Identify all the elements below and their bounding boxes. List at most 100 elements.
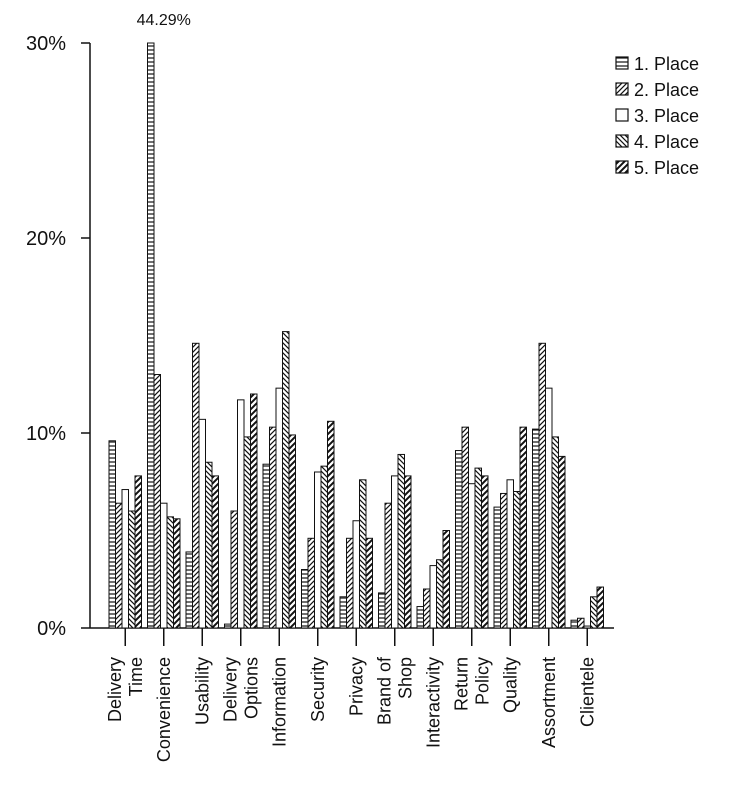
category-label: Privacy xyxy=(346,657,366,716)
bar-3-place xyxy=(583,625,591,629)
bar-5-place xyxy=(519,426,527,629)
bar-4-place xyxy=(320,465,328,629)
category-label: Policy xyxy=(472,657,492,705)
category-label: Interactivity xyxy=(423,657,443,748)
category-label: Delivery xyxy=(220,657,240,722)
category-label: Return xyxy=(451,657,471,711)
bar-2-place xyxy=(346,537,354,629)
bar-1-place xyxy=(493,506,501,629)
bar-4-place xyxy=(359,479,367,629)
category-label: Delivery xyxy=(105,657,125,722)
bar-2-place xyxy=(269,426,277,629)
bar-3-place xyxy=(121,489,129,629)
bar-3-place xyxy=(352,520,360,629)
bar-5-place xyxy=(442,530,450,629)
y-tick-label: 0% xyxy=(37,618,66,640)
bar-2-place xyxy=(423,588,431,629)
bar-3-place xyxy=(275,387,283,629)
bar-5-place xyxy=(288,434,296,629)
bar-2-place xyxy=(192,342,200,629)
bar-3-place xyxy=(391,475,399,629)
bar-2-place xyxy=(461,426,469,629)
bar-5-place xyxy=(558,455,566,629)
bar-3-place xyxy=(429,565,437,629)
bar-5-place xyxy=(173,518,181,629)
legend-swatch xyxy=(615,108,629,122)
legend-label: 1. Place xyxy=(634,54,699,74)
bar-3-place xyxy=(160,502,168,629)
bar-1-place xyxy=(185,551,193,629)
legend-swatch xyxy=(615,56,629,70)
annotations: 44.29% xyxy=(137,12,191,29)
category-label: Options xyxy=(241,657,261,719)
bar-4-place xyxy=(128,510,136,629)
legend-swatch xyxy=(615,82,629,96)
bar-5-place xyxy=(404,475,412,629)
bar-2-place xyxy=(115,502,123,629)
value-annotation: 44.29% xyxy=(137,12,191,29)
bar-2-place xyxy=(307,537,315,629)
bar-3-place xyxy=(506,479,514,629)
bar-1-place xyxy=(262,463,270,629)
bar-3-place xyxy=(314,471,322,629)
bar-1-place xyxy=(224,623,232,629)
bar-4-place xyxy=(474,467,482,629)
category-label: Brand of xyxy=(374,656,394,725)
bar-5-place xyxy=(211,475,219,629)
bar-1-place xyxy=(147,42,155,629)
y-tick-label: 20% xyxy=(26,228,66,250)
category-label: Assortment xyxy=(539,657,559,748)
bar-1-place xyxy=(339,596,347,629)
category-label: Information xyxy=(269,657,289,747)
bar-4-place xyxy=(166,516,174,629)
bar-2-place xyxy=(577,617,585,629)
bar-4-place xyxy=(551,436,559,629)
category-label: Usability xyxy=(192,657,212,725)
category-label: Quality xyxy=(500,657,520,713)
legend-label: 5. Place xyxy=(634,158,699,178)
bar-1-place xyxy=(416,606,424,629)
bar-5-place xyxy=(250,393,258,629)
bar-5-place xyxy=(134,475,142,629)
category-label: Security xyxy=(308,657,328,722)
bar-4-place xyxy=(397,453,405,629)
bar-1-place xyxy=(378,592,386,629)
bar-1-place xyxy=(570,619,578,629)
category-labels: Delivery Time Convenience Usability Delivery… xyxy=(105,656,598,762)
y-tick-label: 30% xyxy=(26,33,66,55)
bar-3-place xyxy=(468,483,476,629)
bar-1-place xyxy=(301,569,309,629)
legend-label: 4. Place xyxy=(634,132,699,152)
bar-5-place xyxy=(327,420,335,629)
bar-4-place xyxy=(282,331,290,629)
bar-2-place xyxy=(500,492,508,629)
bar-1-place xyxy=(108,440,116,629)
bar-2-place xyxy=(153,374,161,629)
bar-3-place xyxy=(545,387,553,629)
bar-4-place xyxy=(513,491,521,629)
bar-1-place xyxy=(532,428,540,629)
bar-5-place xyxy=(481,475,489,629)
bars xyxy=(108,42,604,629)
bar-2-place xyxy=(230,510,238,629)
bar-4-place xyxy=(205,461,213,629)
bar-4-place xyxy=(243,436,251,629)
legend-label: 3. Place xyxy=(634,106,699,126)
legend: 1. Place 2. Place 3. Place 4. Place 5. Place xyxy=(615,54,699,178)
bar-2-place xyxy=(538,342,546,629)
category-label: Clientele xyxy=(577,657,597,727)
bar-3-place xyxy=(198,418,206,629)
bar-4-place xyxy=(436,559,444,629)
bar-1-place xyxy=(455,450,463,629)
category-label: Convenience xyxy=(154,657,174,762)
legend-label: 2. Place xyxy=(634,80,699,100)
bar-4-place xyxy=(590,596,598,629)
bar-2-place xyxy=(384,502,392,629)
y-tick-label: 10% xyxy=(26,423,66,445)
bar-3-place xyxy=(237,399,245,629)
bar-5-place xyxy=(596,586,604,629)
category-label: Time xyxy=(126,657,146,696)
bar-5-place xyxy=(365,537,373,629)
legend-swatch xyxy=(615,134,629,148)
